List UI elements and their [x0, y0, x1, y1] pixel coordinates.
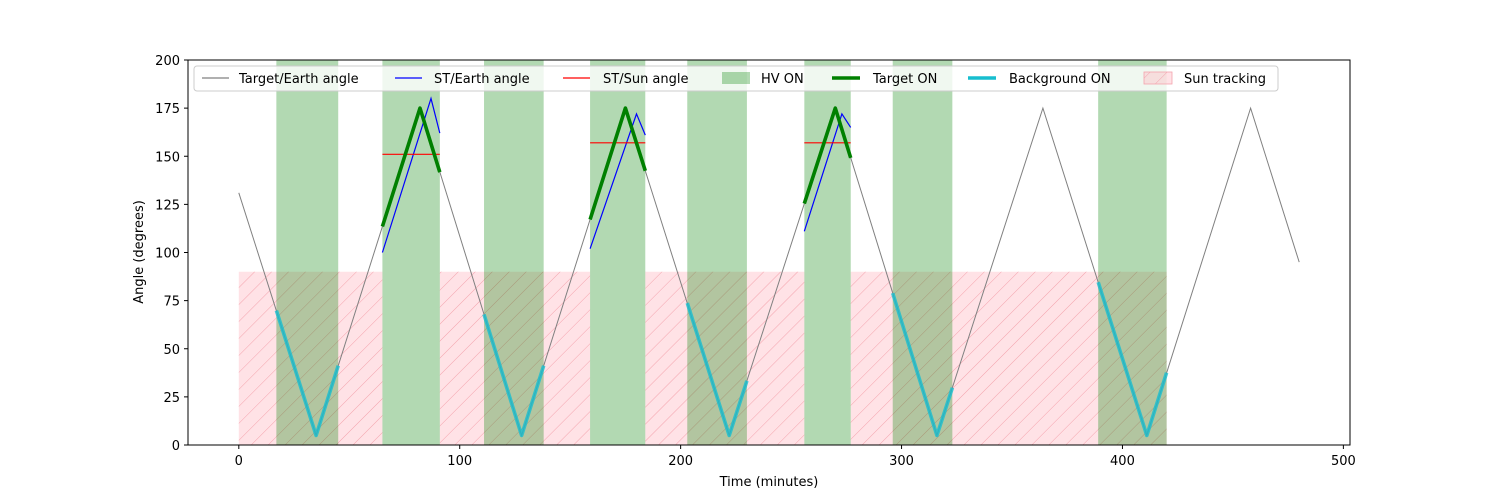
hv-on-region	[484, 60, 544, 445]
legend: Target/Earth angle ST/Earth angle ST/Sun a…	[193, 65, 1279, 92]
legend-swatch	[722, 72, 750, 84]
hv-on-region	[687, 60, 747, 445]
axes-layer: 0 100 200 300 400 500 0 25 50 75 100 125 150 175 200	[155, 54, 1356, 469]
y-axis-label: Angle (degrees)	[132, 200, 147, 304]
legend-frame	[193, 65, 1279, 92]
target-on-segment	[588, 106, 648, 221]
x-tick-label: 400	[1110, 454, 1135, 469]
x-axis-label: Time (minutes)	[719, 475, 819, 490]
st-earth-angleline	[589, 112, 646, 249]
sun-tracking-hatch	[850, 271, 1167, 445]
target-on-segment	[380, 106, 442, 228]
y-tick-label: 50	[163, 343, 180, 358]
x-tick-label: 0	[235, 454, 243, 469]
background-on-segment	[1096, 281, 1169, 438]
x-tick-label: 100	[447, 454, 472, 469]
x-tick-label: 200	[668, 454, 693, 469]
legend-swatch-hatch	[1144, 72, 1172, 84]
legend-label: ST/Earth angle	[434, 72, 530, 87]
y-tick-label: 0	[172, 439, 180, 454]
background-on-segment	[482, 313, 546, 438]
y-tick-label: 150	[155, 150, 180, 165]
background-on-segment	[274, 310, 340, 438]
target-on-segment	[802, 106, 853, 205]
y-tick-label: 175	[155, 102, 180, 117]
y-tick-label: 25	[163, 391, 180, 406]
legend-label: ST/Sun angle	[603, 72, 689, 87]
hv-on-region	[590, 60, 646, 445]
y-tick-label: 125	[155, 198, 180, 213]
y-tick-label: 100	[155, 247, 180, 262]
st-earth-angleline	[381, 96, 441, 253]
legend-label: HV ON	[761, 72, 804, 87]
hv-on-region	[1098, 60, 1167, 445]
hv-on-region	[276, 60, 339, 445]
legend-label: Sun tracking	[1184, 72, 1266, 87]
st-earth-angleline	[803, 112, 852, 232]
hv-on-layer	[276, 60, 1167, 445]
x-tick-label: 500	[1331, 454, 1356, 469]
legend-label: Target ON	[872, 72, 937, 87]
hv-on-region	[382, 60, 440, 445]
highlight-layer	[274, 106, 1169, 438]
background-on-segment	[890, 292, 955, 438]
x-tick-label: 300	[889, 454, 914, 469]
hv-on-region	[804, 60, 851, 445]
y-tick-label: 75	[163, 295, 180, 310]
background-on-segment	[685, 302, 749, 438]
y-tick-label: 200	[155, 54, 180, 69]
legend-label: Background ON	[1009, 72, 1111, 87]
hv-on-region	[892, 60, 953, 445]
legend-label: Target/Earth angle	[238, 72, 359, 87]
